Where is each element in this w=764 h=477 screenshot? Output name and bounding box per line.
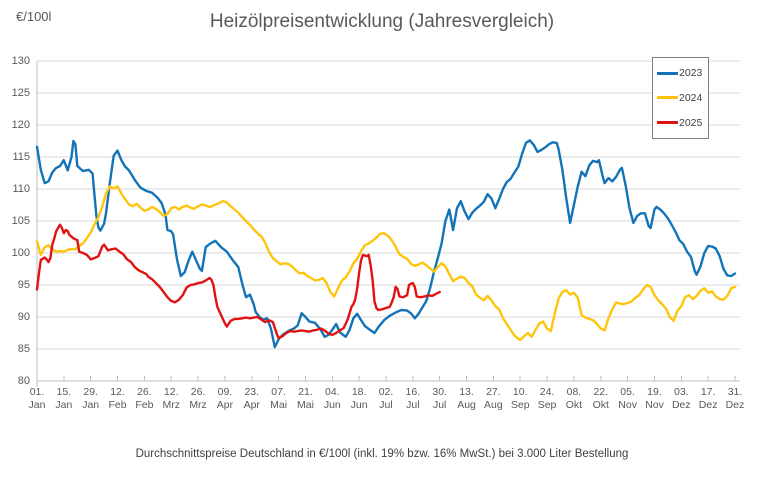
y-tick-label: 100 xyxy=(11,247,30,259)
legend-line-swatch-2023 xyxy=(657,71,678,75)
x-tick-label: 24. Sep xyxy=(537,386,557,411)
y-tick-label: 130 xyxy=(11,55,30,67)
legend-line-swatch-2024 xyxy=(657,96,678,100)
x-tick-label: 08. Okt xyxy=(565,386,583,411)
x-tick-label: 19. Nov xyxy=(645,386,664,411)
x-tick-label: 21. Mai xyxy=(296,386,314,411)
x-tick-label: 23. Apr xyxy=(243,386,260,411)
legend-label-2023: 2023 xyxy=(679,67,703,80)
legend-entry-2024: 2024 xyxy=(657,92,705,104)
y-axis-unit-label: €/100l xyxy=(16,9,52,24)
x-tick-label: 17. Dez xyxy=(698,386,718,411)
x-tick-label: 09. Apr xyxy=(216,386,234,411)
x-tick-label: 02. Jul xyxy=(378,386,394,411)
y-tick-label: 110 xyxy=(12,183,30,195)
x-tick-label: 03. Dez xyxy=(671,386,691,411)
legend-line-swatch-2025 xyxy=(657,121,678,125)
x-tick-label: 04. Jun xyxy=(323,386,341,411)
x-tick-label: 16. Jul xyxy=(405,386,421,411)
x-tick-label: 01. Jan xyxy=(28,386,46,411)
y-tick-label: 125 xyxy=(11,87,30,99)
x-tick-label: 27. Aug xyxy=(484,386,503,411)
x-tick-label: 30. Jul xyxy=(432,386,447,411)
x-tick-label: 12. Mrz xyxy=(162,386,180,411)
legend-entry-2023: 2023 xyxy=(657,67,705,79)
legend-label-2024: 2024 xyxy=(679,91,703,104)
y-tick-label: 105 xyxy=(11,215,30,227)
y-tick-label: 95 xyxy=(17,279,30,291)
x-tick-label: 22. Okt xyxy=(592,386,609,411)
y-tick-label: 90 xyxy=(17,311,30,323)
y-tick-label: 115 xyxy=(12,151,30,163)
x-tick-label: 07. Mai xyxy=(270,386,288,411)
series-line-2025 xyxy=(35,223,441,340)
x-tick-label: 29. Jan xyxy=(82,386,100,411)
x-tick-label: 26. Mrz xyxy=(189,386,207,411)
legend-label-2025: 2025 xyxy=(679,116,703,129)
x-tick-label: 18. Jun xyxy=(350,386,368,411)
x-tick-label: 26. Feb xyxy=(135,386,154,411)
chart-caption: Durchschnittspreise Deutschland in €/100… xyxy=(135,448,629,460)
chart-legend: 2023 2024 2025 xyxy=(652,57,709,139)
x-tick-label: 13. Aug xyxy=(457,386,476,411)
y-tick-label: 80 xyxy=(17,375,30,387)
y-tick-label: 120 xyxy=(11,119,30,131)
x-tick-label: 10. Sep xyxy=(510,386,530,411)
series-line-2023 xyxy=(35,139,737,349)
chart-title: Heizölpreisentwicklung (Jahresvergleich) xyxy=(209,11,555,32)
legend-entry-2025: 2025 xyxy=(657,117,705,129)
x-tick-label: 31. Dez xyxy=(725,386,745,411)
y-tick-label: 85 xyxy=(17,343,30,355)
x-tick-label: 05. Nov xyxy=(618,386,637,411)
x-tick-label: 15. Jan xyxy=(55,386,73,411)
x-tick-label: 12. Feb xyxy=(108,386,127,411)
series-line-2024 xyxy=(35,185,737,342)
